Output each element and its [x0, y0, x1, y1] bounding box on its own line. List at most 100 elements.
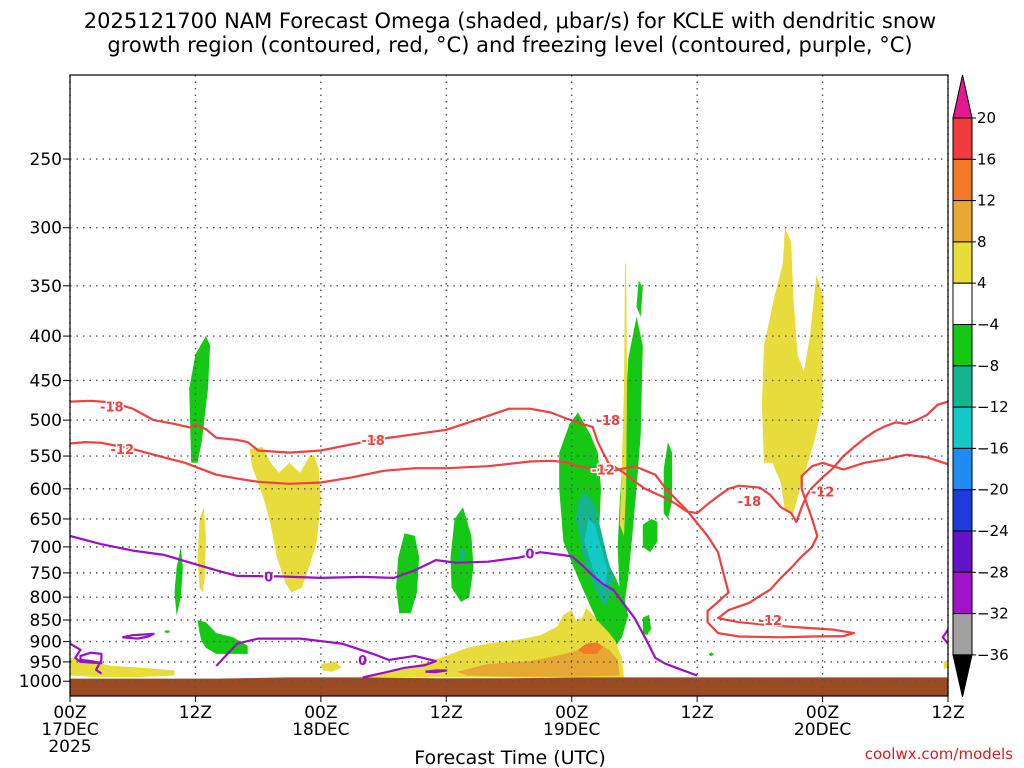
contour-label-minus-18-3: -18: [738, 495, 762, 510]
colorbar-label-11: −28: [977, 563, 1009, 581]
shade-green-2: [174, 546, 183, 616]
colorbar-bin-11: [952, 571, 973, 615]
ytick-label-800: 800: [30, 588, 62, 608]
shade-green-10: [663, 442, 673, 519]
contour-zero-line: [70, 534, 698, 677]
contour-zero-line-low2: [215, 637, 437, 679]
xtick-label-3-0: 12Z: [430, 703, 463, 723]
x-axis-title: Forecast Time (UTC): [414, 747, 605, 768]
colorbar-bin-2: [952, 200, 973, 243]
shade-yellow-2: [249, 447, 321, 593]
ytick-label-1000: 1000: [19, 672, 62, 692]
plot-area: -18-18-18-18-12-12-12-12000: [70, 227, 948, 696]
shade-green-9: [636, 280, 643, 317]
shade-green-8: [642, 519, 658, 553]
ytick-label-550: 550: [30, 447, 62, 467]
contour-label-minus-18-1: -18: [361, 434, 385, 449]
shade-yellow-4: [70, 657, 175, 678]
shade-teal-2: [458, 546, 466, 566]
xtick-label-4-0: 00Z: [555, 703, 588, 723]
shade-yellow-5: [320, 661, 342, 672]
colorbar-label-10: −24: [977, 522, 1009, 540]
ytick-label-850: 850: [30, 611, 62, 631]
shade-orangeR-1: [578, 642, 604, 654]
ytick-label-950: 950: [30, 653, 62, 673]
colorbar: 20 16 12 8 4 −4 −8 −12 −16 −20 −24 −28 −32 −36: [952, 74, 1009, 698]
colorbar-bin-7: [952, 406, 973, 449]
credit-text: coolwx.com/models: [865, 745, 1013, 763]
shade-yellow-1: [197, 507, 206, 593]
xtick-label-6-1: 20DEC: [794, 720, 851, 740]
title-block: 2025121700 NAM Forecast Omega (shaded, μ…: [84, 9, 936, 57]
ytick-label-650: 650: [30, 510, 62, 530]
xtick-label-0-2: 2025: [48, 737, 91, 757]
shade-yellow-3: [761, 227, 824, 514]
colorbar-label-13: −36: [977, 646, 1009, 664]
xtick-label-2-0: 00Z: [304, 703, 337, 723]
colorbar-bin-4: [952, 282, 973, 326]
colorbar-label-2: 12: [977, 192, 996, 210]
shade-green-7: [617, 316, 643, 607]
xtick-label-6-0: 00Z: [806, 703, 839, 723]
contour-label-minus-12-2: -12: [759, 614, 783, 629]
colorbar-bin-1: [952, 158, 973, 202]
contour-zero-line-right: [941, 628, 948, 645]
contour-zero-line-low: [70, 642, 103, 675]
ytick-label-700: 700: [30, 538, 62, 558]
contour-label-zero-line-1: 0: [525, 547, 534, 562]
shade-green-1: [189, 336, 211, 463]
contour-minus-12: [70, 441, 948, 639]
ytick-label-250: 250: [30, 150, 62, 170]
colorbar-label-6: −8: [977, 357, 999, 375]
ytick-label-600: 600: [30, 480, 62, 500]
plot-frame: [69, 74, 949, 697]
ytick-label-500: 500: [30, 411, 62, 431]
colorbar-bin-5: [952, 324, 973, 367]
chart-title-line-1: 2025121700 NAM Forecast Omega (shaded, μ…: [84, 9, 936, 33]
ytick-label-450: 450: [30, 371, 62, 391]
shade-green-11: [642, 614, 652, 636]
colorbar-label-0: 20: [977, 109, 996, 127]
colorbar-bin-10: [952, 530, 973, 573]
colorbar-label-12: −32: [977, 605, 1009, 623]
colorbar-bin-3: [952, 241, 973, 284]
contour-label-minus-18-2: -18: [597, 414, 621, 429]
xtick-label-4-1: 19DEC: [543, 720, 600, 740]
shade-cyan-1: [584, 519, 608, 588]
shade-green-12: [164, 630, 171, 634]
colorbar-label-1: 16: [977, 150, 996, 168]
xtick-label-0-0: 00Z: [53, 703, 86, 723]
colorbar-bin-8: [952, 447, 973, 491]
colorbar-bin-12: [952, 613, 973, 656]
contour-label-minus-12-0: -12: [111, 443, 135, 458]
shade-yellow-8: [943, 659, 948, 669]
colorbar-bin-6: [952, 365, 973, 408]
shade-green-3: [197, 620, 248, 654]
axes: 2503003504004505005506006507007508008509…: [19, 74, 965, 757]
colorbar-tri-top: [952, 74, 973, 119]
chart-title-line-2: growth region (contoured, red, °C) and f…: [107, 33, 912, 57]
contour-zero-line-small: [425, 669, 448, 674]
plot-inner: -18-18-18-18-12-12-12-12000: [70, 227, 948, 696]
ytick-label-400: 400: [30, 327, 62, 347]
colorbar-label-7: −12: [977, 398, 1009, 416]
colorbar-label-9: −20: [977, 481, 1009, 499]
colorbar-label-4: 4: [977, 274, 987, 292]
contour-zero-line-loop: [122, 632, 155, 640]
xtick-label-0-1: 17DEC: [41, 720, 98, 740]
colorbar-bin-9: [952, 489, 973, 532]
xtick-label-7-0: 12Z: [931, 703, 964, 723]
colorbar-label-5: −4: [977, 316, 999, 334]
colorbar-bin-0: [952, 117, 973, 160]
contour-label-minus-12-1: -12: [591, 463, 615, 478]
colorbar-tri-bottom: [952, 654, 973, 698]
contour-label-minus-18-0: -18: [100, 400, 124, 415]
ytick-label-300: 300: [30, 219, 62, 239]
colorbar-label-8: −16: [977, 439, 1009, 457]
ytick-label-350: 350: [30, 277, 62, 297]
contour-label-minus-12-3: -12: [811, 485, 835, 500]
colorbar-label-3: 8: [977, 233, 987, 251]
xtick-label-5-0: 12Z: [681, 703, 714, 723]
xtick-label-1-0: 12Z: [179, 703, 212, 723]
